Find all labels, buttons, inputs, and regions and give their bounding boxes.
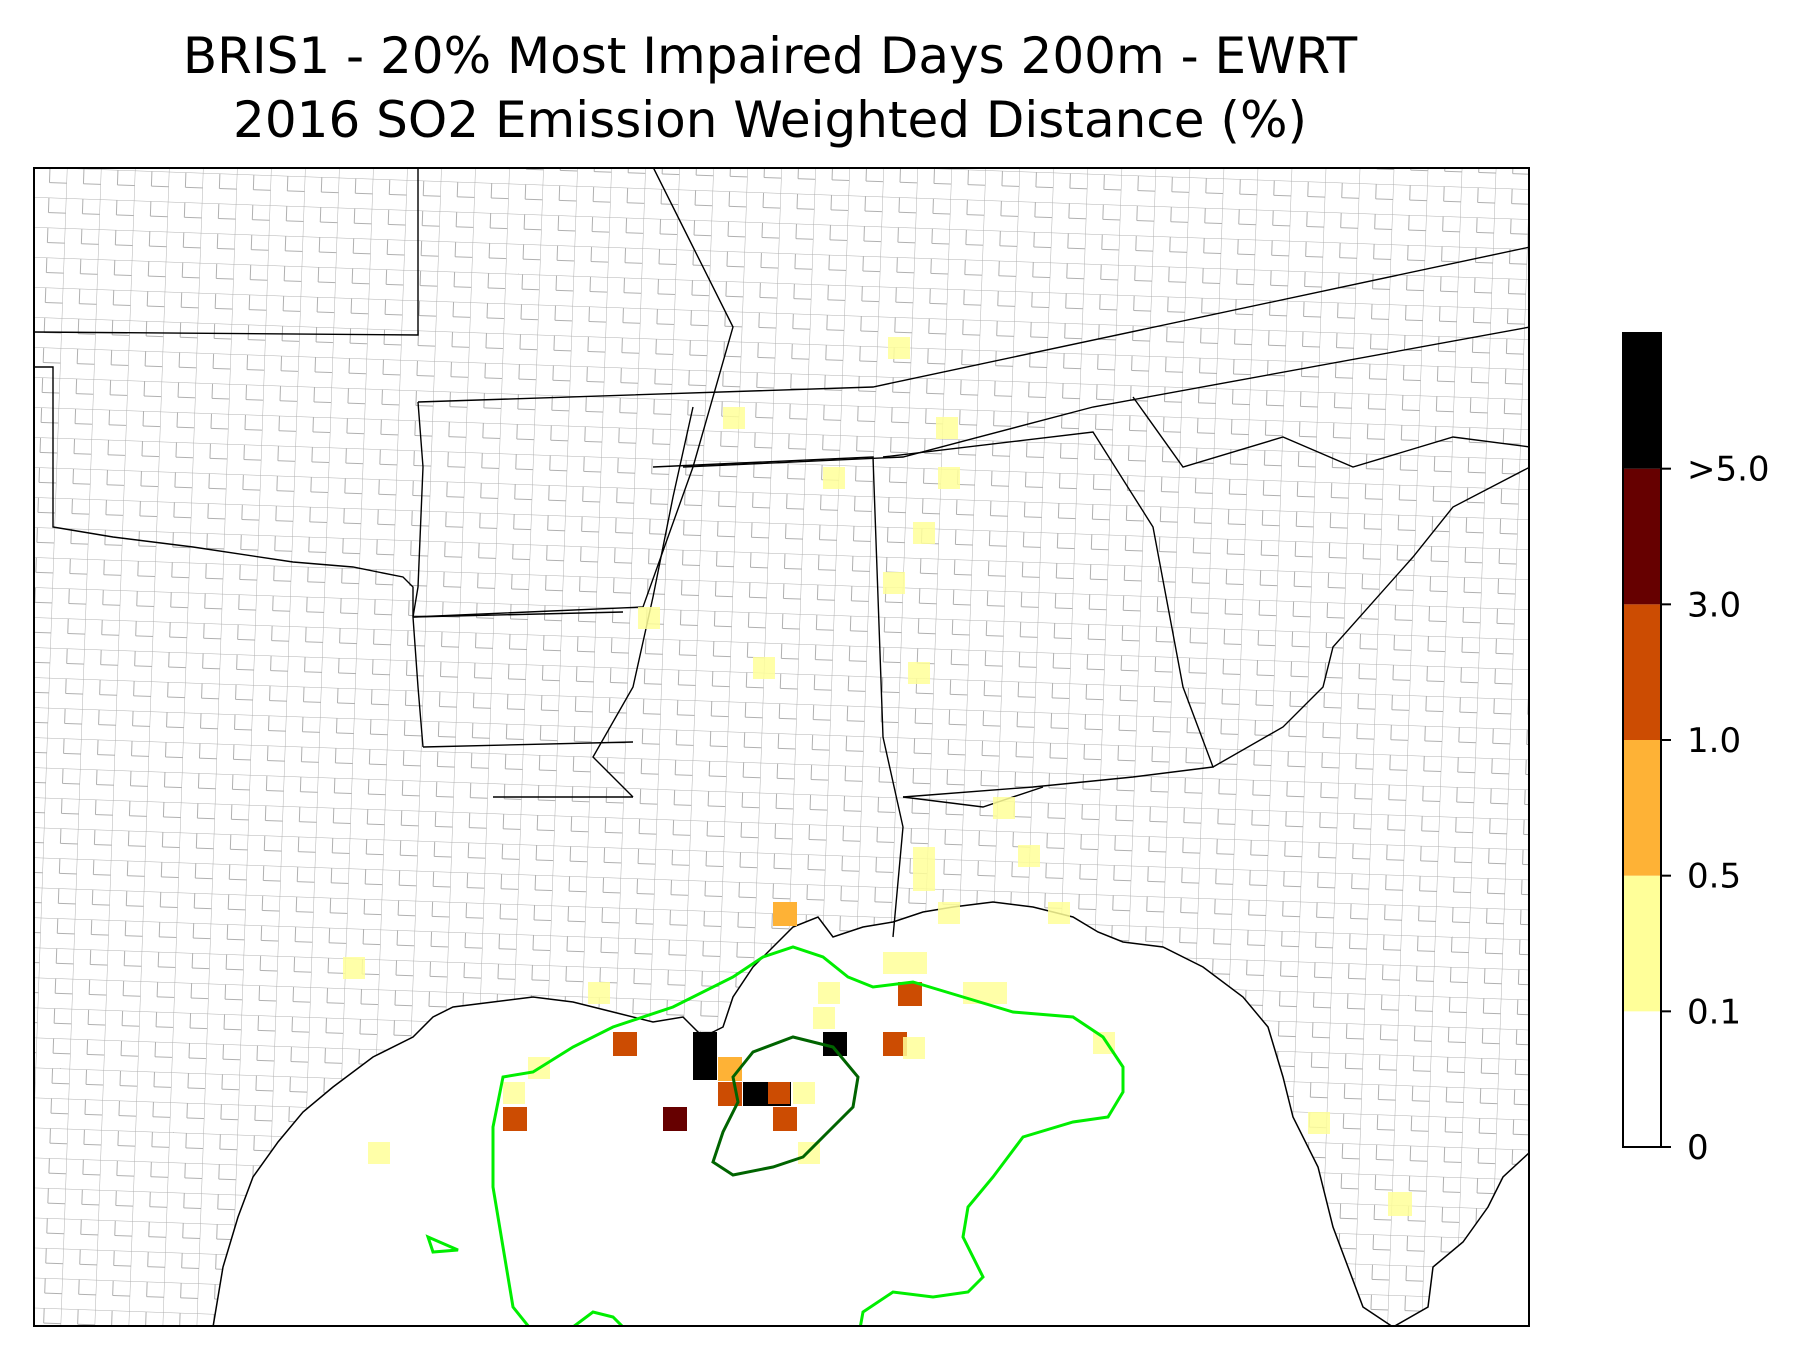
- emission-cell: [773, 902, 797, 926]
- emission-cell: [963, 982, 1007, 1004]
- emission-cell: [1018, 845, 1040, 867]
- emission-cell: [1308, 1112, 1330, 1134]
- emission-cell: [936, 417, 958, 439]
- colorbar-bin: [1623, 604, 1661, 740]
- colorbar: 0 0.1 0.5 1.0 3.0 >5.0: [1622, 332, 1770, 1160]
- colorbar-bins: [1623, 333, 1661, 1147]
- colorbar-tick-label: >5.0: [1687, 450, 1770, 490]
- emission-cell: [1388, 1192, 1412, 1216]
- colorbar-tick-label: 0.5: [1687, 857, 1741, 897]
- outer-contour-line: [491, 945, 1125, 1327]
- colorbar-tick-label: 1.0: [1687, 721, 1741, 761]
- colorbar-bin: [1623, 468, 1661, 605]
- outer-contour-small-island: [425, 1234, 459, 1254]
- colorbar-tick-label: 0.1: [1687, 992, 1741, 1032]
- emission-cell: [768, 1082, 790, 1104]
- emission-cell: [908, 662, 930, 684]
- colorbar-ticks: 0 0.1 0.5 1.0 3.0 >5.0: [1661, 450, 1770, 1160]
- colorbar-tick-label: 0: [1687, 1128, 1709, 1160]
- map-panel: [33, 167, 1530, 1327]
- emission-cell: [888, 337, 910, 359]
- emission-cell: [588, 982, 610, 1004]
- emission-cells: [343, 337, 1412, 1216]
- emission-cell: [503, 1082, 525, 1104]
- emission-cell: [818, 982, 840, 1004]
- inner-contour-line: [711, 1035, 860, 1177]
- emission-cell: [613, 1032, 637, 1056]
- emission-cell: [503, 1107, 527, 1131]
- emission-cell: [993, 797, 1015, 819]
- emission-cell: [898, 982, 922, 1006]
- emission-cell: [753, 657, 775, 679]
- colorbar-bin: [1623, 740, 1661, 876]
- emission-cell: [913, 522, 935, 544]
- map-title-line-1: BRIS1 - 20% Most Impaired Days 200m - EW…: [182, 27, 1358, 85]
- emission-cell: [663, 1107, 687, 1131]
- emission-cell: [723, 407, 745, 429]
- emission-cell: [773, 1107, 797, 1131]
- colorbar-bin: [1623, 333, 1661, 469]
- emission-cell: [883, 952, 927, 974]
- colorbar-bin: [1623, 1011, 1661, 1147]
- emission-cell: [823, 467, 845, 489]
- colorbar-tick-label: 3.0: [1687, 585, 1741, 625]
- emission-cell: [883, 572, 905, 594]
- emission-cell: [343, 957, 365, 979]
- emission-cell: [693, 1032, 717, 1080]
- map-title-line-2: 2016 SO2 Emission Weighted Distance (%): [233, 91, 1307, 149]
- emission-cell: [638, 607, 660, 629]
- land-area: [33, 167, 1530, 1327]
- emission-cell: [813, 1007, 835, 1029]
- emission-cell: [1048, 902, 1070, 924]
- emission-cell: [913, 847, 935, 891]
- emission-cell: [938, 467, 960, 489]
- emission-cell: [368, 1142, 390, 1164]
- emission-cell: [793, 1082, 815, 1104]
- state-boundaries: [33, 167, 1530, 938]
- emission-cell: [903, 1037, 925, 1059]
- colorbar-bin: [1623, 875, 1661, 1012]
- emission-cell: [938, 902, 960, 924]
